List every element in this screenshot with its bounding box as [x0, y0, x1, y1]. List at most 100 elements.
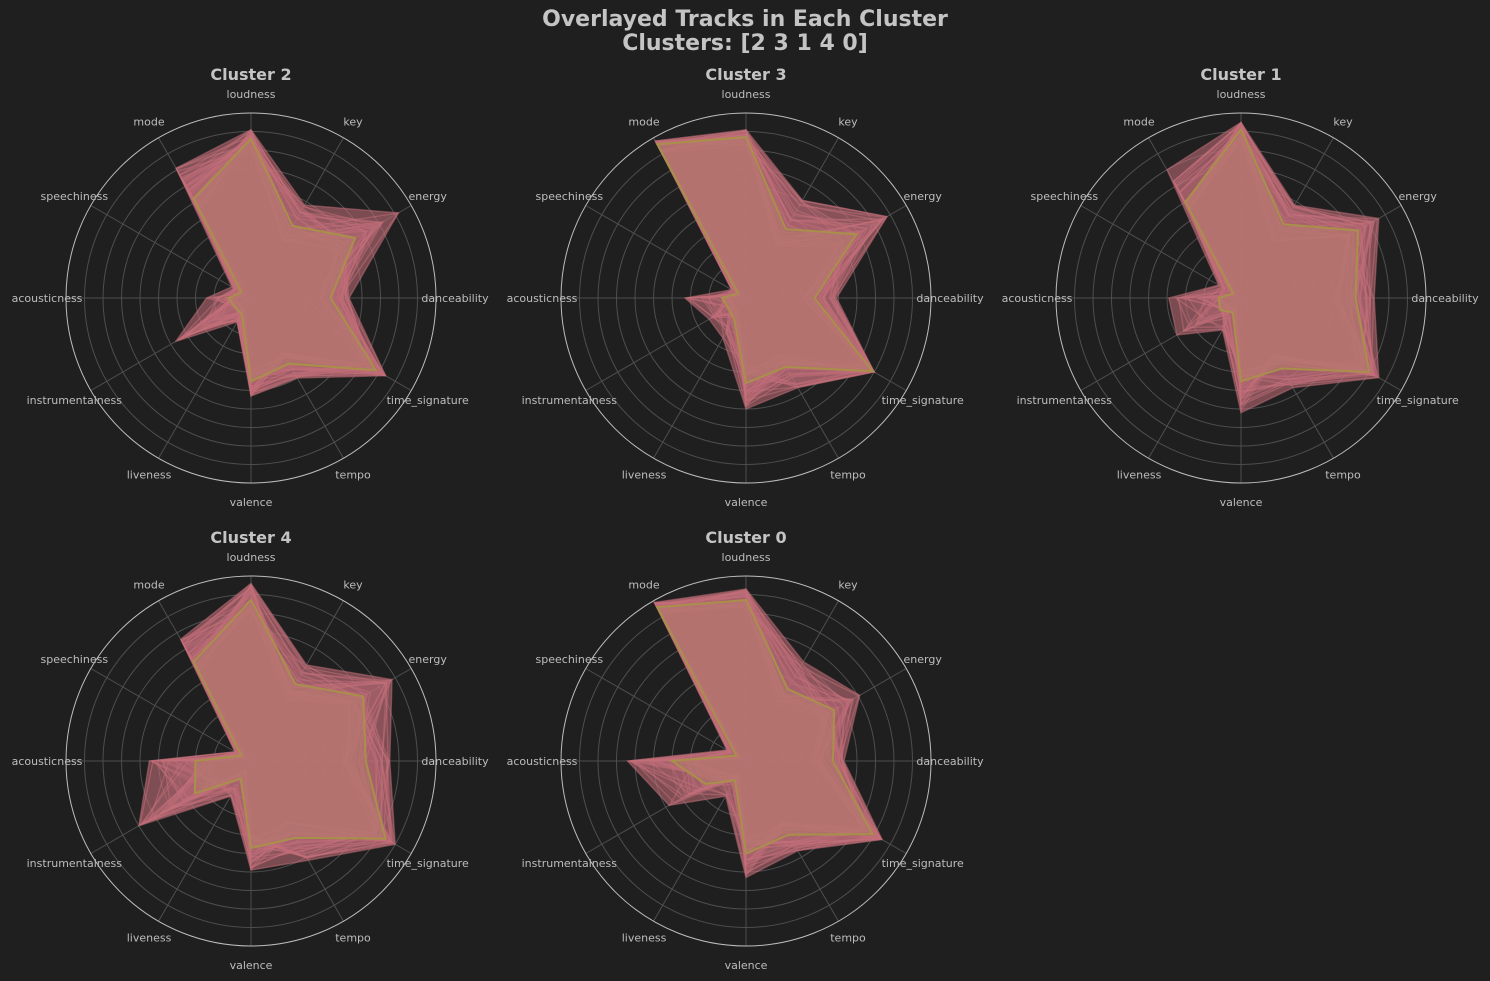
feature-label-instrumentalness: instrumentalness [522, 857, 618, 870]
feature-label-danceability: danceability [916, 292, 984, 305]
feature-label-time_signature: time_signature [387, 394, 469, 407]
feature-label-time_signature: time_signature [387, 857, 469, 870]
feature-label-tempo: tempo [830, 469, 866, 482]
feature-label-loudness: loudness [227, 88, 276, 101]
feature-label-speechiness: speechiness [536, 653, 604, 666]
feature-label-mode: mode [133, 578, 164, 591]
feature-label-liveness: liveness [127, 469, 172, 482]
feature-label-energy: energy [904, 653, 943, 666]
cluster-mean-line [655, 136, 875, 385]
cluster-mean-line [192, 598, 387, 850]
radar-panel-5: danceability energy key loudness mode speechi… [507, 528, 985, 972]
feature-label-valence: valence [230, 496, 273, 509]
feature-label-danceability: danceability [421, 755, 489, 768]
track-polygons [173, 128, 400, 398]
feature-label-key: key [343, 578, 363, 591]
mean-fill [657, 137, 873, 384]
feature-label-speechiness: speechiness [536, 190, 604, 203]
feature-label-instrumentalness: instrumentalness [27, 857, 123, 870]
feature-label-liveness: liveness [1117, 469, 1162, 482]
feature-label-acousticness: acousticness [507, 755, 578, 768]
feature-label-tempo: tempo [335, 932, 371, 945]
feature-label-valence: valence [725, 959, 768, 972]
feature-label-key: key [343, 115, 363, 128]
feature-label-energy: energy [409, 190, 448, 203]
outer-ring [1055, 112, 1427, 484]
feature-label-key: key [838, 578, 858, 591]
feature-label-danceability: danceability [916, 755, 984, 768]
chart-subtitle: Clusters: [2 3 1 4 0] [622, 31, 868, 56]
feature-label-liveness: liveness [127, 932, 172, 945]
feature-label-speechiness: speechiness [41, 190, 109, 203]
feature-label-key: key [1333, 115, 1353, 128]
feature-label-mode: mode [628, 578, 659, 591]
panel-title: Cluster 4 [210, 528, 291, 547]
feature-label-danceability: danceability [1411, 292, 1479, 305]
radar-panel-3: danceability energy key loudness mode speechi… [1002, 65, 1480, 509]
feature-label-instrumentalness: instrumentalness [522, 394, 618, 407]
radar-panel-1: danceability energy key loudness mode speechi… [12, 65, 490, 509]
spoke-speechiness [585, 205, 747, 299]
feature-label-liveness: liveness [622, 932, 667, 945]
spoke-speechiness [90, 668, 252, 762]
feature-label-acousticness: acousticness [507, 292, 578, 305]
feature-label-tempo: tempo [830, 932, 866, 945]
feature-label-loudness: loudness [722, 551, 771, 564]
feature-label-energy: energy [904, 190, 943, 203]
feature-label-mode: mode [628, 115, 659, 128]
feature-label-mode: mode [1123, 115, 1154, 128]
feature-label-liveness: liveness [622, 469, 667, 482]
spoke-speechiness [585, 668, 747, 762]
mean-fill [657, 600, 873, 854]
feature-label-acousticness: acousticness [1002, 292, 1073, 305]
feature-label-energy: energy [1399, 190, 1438, 203]
feature-label-acousticness: acousticness [12, 755, 83, 768]
feature-label-time_signature: time_signature [1377, 394, 1459, 407]
feature-label-time_signature: time_signature [882, 394, 964, 407]
track-envelope-outline [1166, 121, 1380, 414]
feature-label-speechiness: speechiness [1031, 190, 1099, 203]
track-envelope-outline [173, 128, 400, 398]
panel-title: Cluster 0 [705, 528, 786, 547]
outer-ring [560, 575, 932, 947]
feature-label-loudness: loudness [227, 551, 276, 564]
track-envelope-outline [626, 588, 884, 879]
feature-label-valence: valence [1220, 496, 1263, 509]
cluster-mean-line [655, 598, 875, 855]
radar-panel-4: danceability energy key loudness mode speechi… [12, 528, 490, 972]
feature-label-mode: mode [133, 115, 164, 128]
cluster-mean-line [1184, 127, 1371, 383]
feature-label-tempo: tempo [335, 469, 371, 482]
outer-ring [560, 112, 932, 484]
chart-title: Overlayed Tracks in Each Cluster [542, 7, 948, 32]
radar-panel-2: danceability energy key loudness mode speechi… [507, 65, 985, 509]
feature-label-key: key [838, 115, 858, 128]
cluster-mean-line [192, 137, 378, 383]
outer-ring [65, 575, 437, 947]
spoke-speechiness [1080, 205, 1242, 299]
radar-panels: danceability energy key loudness mode speechi… [12, 65, 1480, 972]
panel-title: Cluster 3 [705, 65, 786, 84]
feature-label-acousticness: acousticness [12, 292, 83, 305]
track-envelope-outline [654, 128, 889, 410]
feature-label-loudness: loudness [1217, 88, 1266, 101]
spoke-speechiness [90, 205, 252, 299]
feature-label-instrumentalness: instrumentalness [27, 394, 123, 407]
feature-label-valence: valence [725, 496, 768, 509]
feature-label-tempo: tempo [1325, 469, 1361, 482]
spoke-liveness [158, 297, 252, 459]
mean-fill [193, 138, 376, 382]
outer-ring [65, 112, 437, 484]
feature-label-valence: valence [230, 959, 273, 972]
track-polygons [625, 588, 884, 879]
panel-title: Cluster 1 [1200, 65, 1281, 84]
mean-fill [1185, 129, 1370, 382]
panel-title: Cluster 2 [210, 65, 291, 84]
feature-label-danceability: danceability [421, 292, 489, 305]
feature-label-loudness: loudness [722, 88, 771, 101]
feature-label-speechiness: speechiness [41, 653, 109, 666]
track-envelope-outline [137, 582, 396, 871]
feature-label-energy: energy [409, 653, 448, 666]
feature-label-time_signature: time_signature [882, 857, 964, 870]
